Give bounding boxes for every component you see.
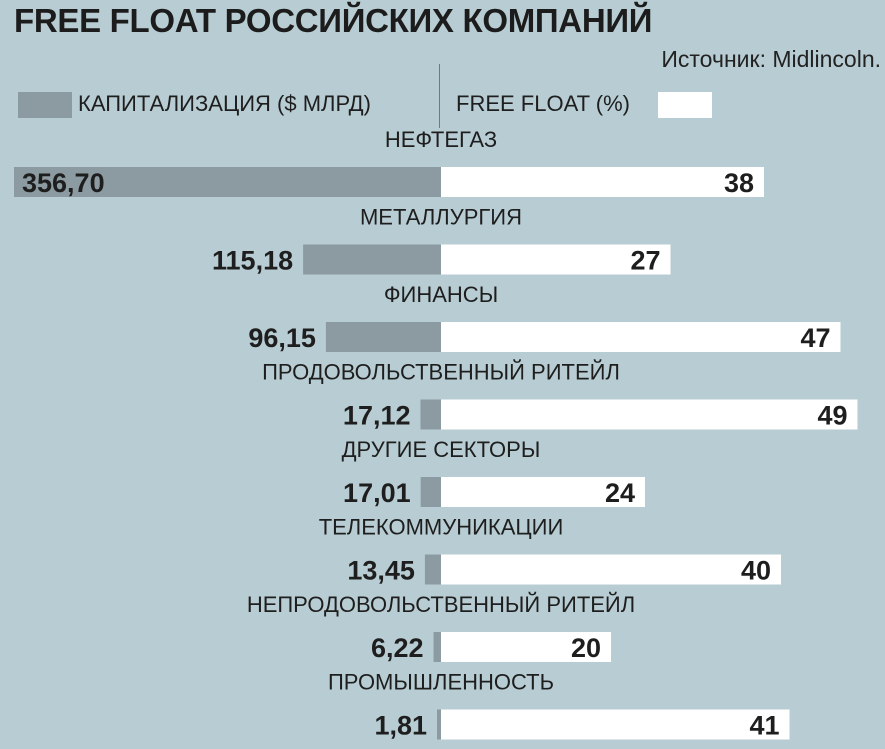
chart-title: FREE FLOAT РОССИЙСКИХ КОМПАНИЙ: [14, 2, 653, 39]
capitalization-bar: [437, 709, 441, 740]
capitalization-bar: [325, 322, 441, 352]
free-float-value-label: 20: [571, 633, 601, 663]
legend-swatch-capitalization: [18, 92, 72, 118]
source-note: Источник: Midlincoln.: [661, 46, 881, 72]
sector-label: ПРОМЫШЛЕННОСТЬ: [328, 670, 554, 695]
legend-divider: [439, 64, 440, 128]
capitalization-value-label: 356,70: [22, 168, 105, 198]
capitalization-value-label: 13,45: [347, 556, 415, 586]
capitalization-value-label: 17,01: [343, 478, 411, 508]
free-float-bar: [441, 709, 790, 740]
sector-label: ФИНАНСЫ: [384, 282, 498, 307]
capitalization-bar: [14, 167, 441, 197]
sector-label: МЕТАЛЛУРГИЯ: [360, 205, 522, 230]
free-float-bar: [441, 322, 841, 352]
sector-label: ПРОДОВОЛЬСТВЕННЫЙ РИТЕЙЛ: [262, 360, 620, 385]
free-float-value-label: 41: [749, 711, 779, 741]
capitalization-value-label: 1,81: [374, 711, 427, 741]
free-float-bar: [441, 244, 671, 275]
sector-label: НЕФТЕГАЗ: [385, 127, 497, 152]
capitalization-bar: [424, 554, 441, 585]
sector-label: НЕПРОДОВОЛЬСТВЕННЫЙ РИТЕЙЛ: [247, 592, 635, 617]
free-float-value-label: 27: [630, 246, 660, 276]
free-float-bar: [441, 399, 858, 430]
legend-swatch-free-float: [658, 92, 712, 118]
capitalization-bar: [303, 244, 441, 275]
capitalization-value-label: 17,12: [343, 401, 411, 431]
capitalization-bar: [420, 399, 441, 430]
capitalization-value-label: 96,15: [248, 323, 316, 353]
free-float-bar: [441, 477, 645, 507]
free-float-bar: [441, 632, 611, 662]
free-float-value-label: 49: [817, 401, 847, 431]
legend-label-free-float: FREE FLOAT (%): [456, 91, 630, 116]
sector-label: ТЕЛЕКОММУНИКАЦИИ: [319, 515, 564, 540]
capitalization-bar: [433, 632, 441, 662]
free-float-value-label: 24: [605, 478, 635, 508]
free-float-bar: [441, 167, 764, 197]
legend-label-capitalization: КАПИТАЛИЗАЦИЯ ($ МЛРД): [78, 91, 371, 116]
free-float-bar: [441, 554, 781, 585]
capitalization-value-label: 115,18: [212, 246, 293, 276]
capitalization-bar: [420, 477, 441, 507]
sector-label: ДРУГИЕ СЕКТОРЫ: [342, 437, 541, 462]
capitalization-value-label: 6,22: [371, 633, 424, 663]
free-float-value-label: 38: [724, 168, 754, 198]
free-float-value-label: 40: [741, 556, 771, 586]
free-float-value-label: 47: [800, 323, 830, 353]
